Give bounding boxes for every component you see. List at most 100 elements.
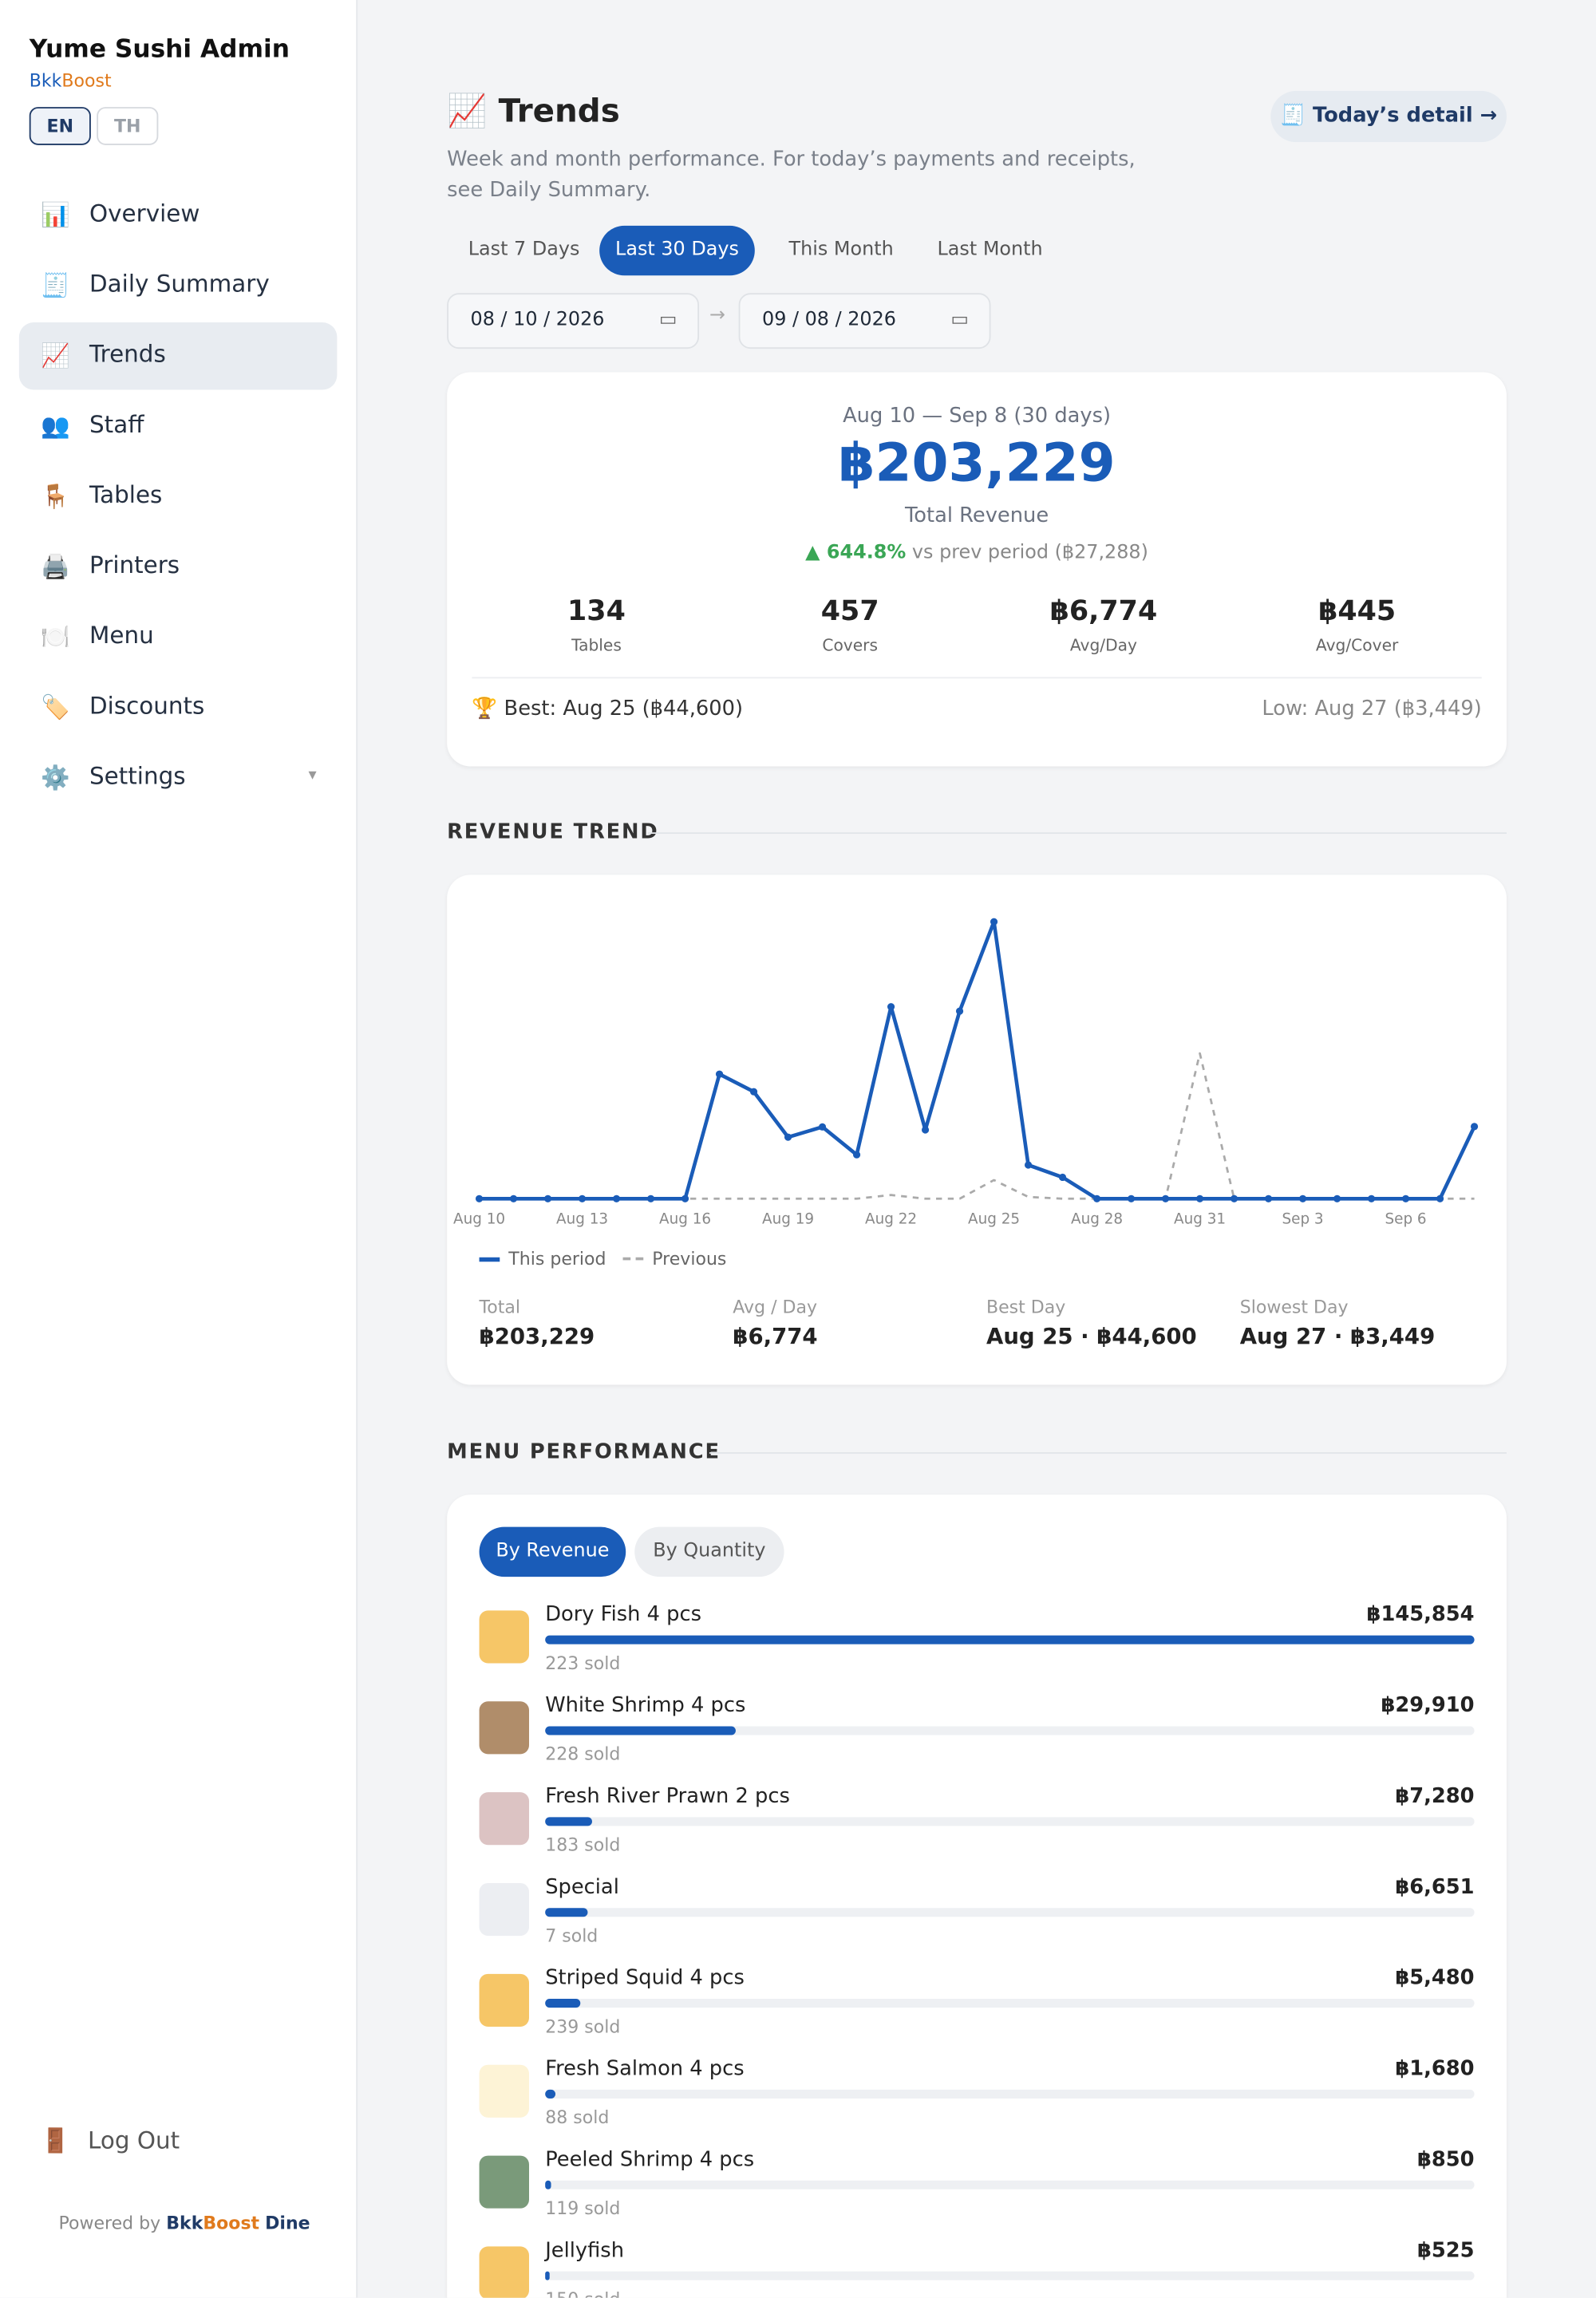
legend-label: Previous: [652, 1248, 727, 1269]
today-detail-button[interactable]: 🧾 Today’s detail →: [1270, 90, 1507, 143]
menu-name: White Shrimp 4 pcs: [545, 1694, 746, 1718]
nav-label: Menu: [89, 621, 154, 650]
trend-stat-label: Avg / Day: [733, 1297, 818, 1318]
nav-caret: ▾: [308, 764, 317, 784]
date-to[interactable]: 09 / 08 / 2026 ▭: [738, 293, 991, 349]
range-tab[interactable]: This Month: [788, 239, 894, 261]
low-day: Low: Aug 27 (฿3,449): [1262, 697, 1482, 721]
nav-item[interactable]: 🍽️ Menu: [19, 604, 338, 671]
menu-sold: 7 sold: [545, 1925, 598, 1946]
powered-1: Bkk: [166, 2213, 203, 2233]
point: [852, 1151, 861, 1159]
stat-value: ฿6,774: [1049, 594, 1158, 628]
menu-tab[interactable]: By Quantity: [634, 1526, 784, 1577]
bar-track: [545, 1817, 1475, 1826]
title-icon: 📈: [447, 93, 488, 131]
menu-name: Striped Squid 4 pcs: [545, 1966, 745, 1991]
best-day: 🏆 Best: Aug 25 (฿44,600): [472, 697, 743, 721]
point: [1401, 1194, 1410, 1202]
trend-card: Aug 10 Aug 13 Aug 16 Aug 19 Aug 22 Aug 25 Aug …: [447, 875, 1507, 1385]
menu-thumb: [479, 1973, 529, 2027]
point: [715, 1070, 724, 1078]
stat-label: Covers: [822, 636, 879, 655]
nav-icon: 📊: [41, 200, 71, 229]
stat-label: Avg/Cover: [1315, 636, 1399, 655]
menu-row: Striped Squid 4 pcs ฿5,480 239 sold: [447, 1964, 1507, 2051]
language-button[interactable]: EN: [29, 107, 91, 145]
nav-item[interactable]: 📈 Trends: [18, 322, 338, 390]
nav-item[interactable]: ⚙️ Settings ▾: [19, 744, 338, 811]
nav-icon: ⚙️: [41, 763, 71, 792]
nav-label: Overview: [89, 199, 200, 227]
nav-icon: 🏷️: [41, 693, 71, 721]
bar-track: [545, 1908, 1475, 1917]
menu-row: Fresh River Prawn 2 pcs ฿7,280 183 sold: [447, 1782, 1507, 1870]
powered-text: Powered by: [58, 2213, 161, 2233]
powered-3: Dine: [265, 2213, 310, 2233]
point: [646, 1194, 655, 1202]
x-tick-label: Aug 13: [556, 1211, 608, 1228]
language-button[interactable]: TH: [97, 107, 159, 145]
bar: [545, 1908, 588, 1917]
menu-sold: 239 sold: [545, 2016, 621, 2037]
trend-stat-value: Aug 25 · ฿44,600: [986, 1323, 1197, 1350]
calendar-icon: ▭: [658, 309, 678, 332]
divider: [472, 677, 1482, 679]
nav-label: Printers: [89, 551, 180, 579]
menu-row: Special ฿6,651 7 sold: [447, 1873, 1507, 1960]
point: [1333, 1194, 1341, 1202]
trend-stat-value: ฿203,229: [479, 1323, 595, 1350]
section-rule: [709, 1452, 1507, 1454]
series-line: [479, 1052, 1475, 1200]
nav-item[interactable]: 🖨️ Printers: [19, 534, 338, 601]
stat-value: ฿445: [1318, 594, 1396, 628]
menu-thumb: [479, 2155, 529, 2209]
menu-row: White Shrimp 4 pcs ฿29,910 228 sold: [447, 1691, 1507, 1779]
summary-total: ฿203,229: [838, 433, 1116, 494]
menu-tab[interactable]: By Revenue: [479, 1526, 626, 1577]
nav-label: Daily Summary: [89, 269, 270, 298]
series-line: [479, 919, 1476, 1201]
point: [475, 1194, 484, 1202]
point: [1230, 1194, 1238, 1202]
bar: [545, 1999, 580, 2008]
bar: [545, 2271, 550, 2280]
brand-sub-1: Bkk: [29, 70, 62, 91]
nav-item[interactable]: 📊 Overview: [19, 182, 338, 249]
nav-icon: 📈: [41, 341, 71, 369]
menu-row: Jellyfish ฿525 150 sold: [447, 2237, 1507, 2298]
summary-change: ▲ 644.8% vs prev period (฿27,288): [447, 543, 1507, 565]
title-text: Trends: [498, 93, 620, 131]
nav-label: Trends: [89, 340, 166, 368]
nav-item[interactable]: 🪑 Tables: [19, 463, 338, 530]
point: [1298, 1194, 1307, 1202]
nav-item[interactable]: 🧾 Daily Summary: [19, 252, 338, 319]
point: [887, 1003, 895, 1011]
calendar-icon: ▭: [950, 309, 969, 332]
range-tab[interactable]: Last 30 Days: [599, 225, 755, 276]
bar-track: [545, 2271, 1475, 2280]
nav-item[interactable]: 👥 Staff: [19, 393, 338, 460]
range-tab[interactable]: Last 7 Days: [468, 239, 580, 261]
range-tab[interactable]: Last Month: [937, 239, 1043, 261]
point: [990, 918, 998, 926]
nav-item[interactable]: 🏷️ Discounts: [19, 674, 338, 741]
menu-row: Dory Fish 4 pcs ฿145,854 223 sold: [447, 1601, 1507, 1688]
x-tick-label: Sep 6: [1385, 1211, 1427, 1228]
menu-value: ฿29,910: [1381, 1694, 1475, 1718]
point: [749, 1088, 758, 1096]
menu-sold: 150 sold: [545, 2289, 620, 2298]
x-tick-label: Aug 10: [453, 1211, 505, 1228]
trend-stat-label: Total: [479, 1297, 521, 1318]
logout[interactable]: 🚪 Log Out: [41, 2126, 180, 2154]
x-tick-label: Aug 22: [865, 1211, 917, 1228]
menu-sold: 88 sold: [545, 2106, 610, 2128]
menu-sold: 223 sold: [545, 1652, 621, 1674]
point: [1470, 1123, 1479, 1131]
date-from[interactable]: 08 / 10 / 2026 ▭: [447, 293, 700, 349]
bar: [545, 1726, 736, 1735]
point: [1092, 1194, 1101, 1202]
powered-2: Boost: [203, 2213, 260, 2233]
menu-thumb: [479, 1882, 529, 1937]
point: [578, 1194, 587, 1202]
